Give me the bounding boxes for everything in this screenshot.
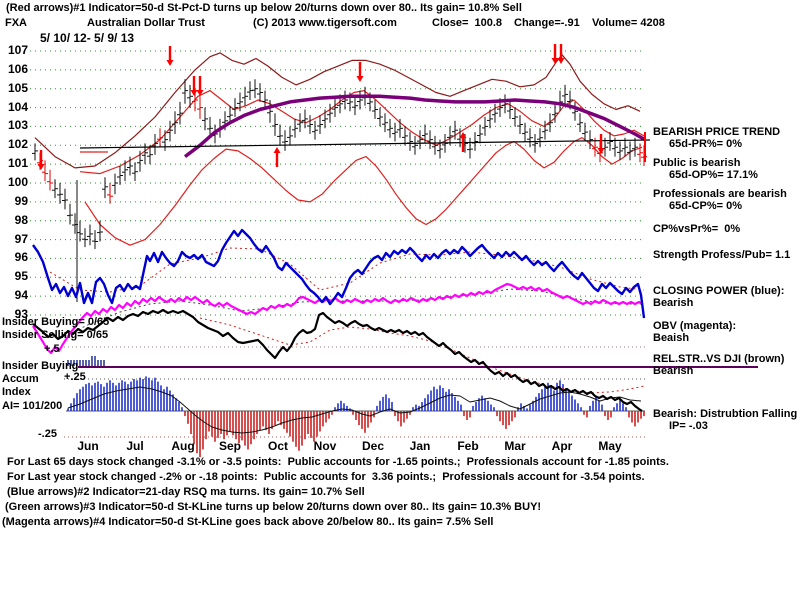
month-label: Apr: [551, 439, 573, 453]
month-label: May: [598, 439, 622, 453]
right-panel-line: OBV (magenta):: [653, 320, 737, 332]
right-panel-line: 65d-PR%= 0%: [669, 138, 743, 150]
month-label: Sep: [218, 439, 242, 453]
right-panel-line: Bearish: [653, 365, 694, 377]
right-panel-line: Bearish: Distrubtion Falling: [653, 408, 798, 420]
month-label: Dec: [361, 439, 385, 453]
month-label: Jan: [409, 439, 431, 453]
price-axis-label: 100: [7, 175, 28, 189]
close-value: Close= 100.8: [432, 17, 503, 29]
change-value: Change=-.91: [514, 17, 580, 29]
footer-line: For Last 65 days stock changed -3.1% or …: [7, 456, 669, 468]
price-axis-label: 93: [14, 307, 28, 321]
right-panel-line: 65d-OP%= 17.1%: [669, 169, 758, 181]
security-name: Australian Dollar Trust: [87, 17, 205, 29]
month-label: Aug: [171, 439, 195, 453]
price-axis-label: 98: [14, 213, 28, 227]
price-axis-label: 94: [14, 288, 28, 302]
index-label: Index: [2, 386, 31, 398]
footer-line: (Blue arrows)#2 Indicator=21-day RSQ ma …: [7, 486, 365, 498]
price-axis-label: 99: [14, 194, 28, 208]
right-panel-line: 65d-CP%= 0%: [669, 200, 743, 212]
price-axis-label: 105: [7, 81, 28, 95]
volume-value: Volume= 4208: [592, 17, 665, 29]
right-panel-line: REL.STR..VS DJI (brown): [653, 353, 785, 365]
price-axis-label: 97: [14, 232, 28, 246]
accum-label: Accum: [2, 373, 39, 385]
month-label: Nov: [313, 439, 337, 453]
month-label: Feb: [457, 439, 479, 453]
insider-buying-label: Insider Buying: [2, 360, 79, 372]
price-axis-label: 107: [7, 43, 28, 57]
right-panel-line: Public is bearish: [653, 157, 741, 169]
minus-quarter-label: -.25: [38, 428, 57, 440]
price-axis-label: 106: [7, 62, 28, 76]
right-panel-line: Beaish: [653, 332, 690, 344]
right-panel-line: Strength Profess/Pub= 1.1: [653, 249, 791, 261]
month-label: Jun: [77, 439, 99, 453]
footer-line: (Green arrows)#3 Indicator=50-d St-KLine…: [5, 501, 542, 513]
ai-value-label: AI= 101/200: [2, 400, 63, 412]
date-range: 5/ 10/ 12- 5/ 9/ 13: [40, 31, 135, 45]
price-axis-label: 95: [14, 269, 28, 283]
insider-selling-count-label: Insider Selling= 0/65: [2, 329, 109, 341]
price-axis-label: 104: [7, 100, 28, 114]
price-axis-label: 103: [7, 118, 28, 132]
right-panel-line: BEARISH PRICE TREND: [653, 126, 781, 138]
right-panel-line: CLOSING POWER (blue):: [653, 285, 785, 297]
plus-half-label: +.5: [44, 343, 60, 355]
price-axis-label: 96: [14, 250, 28, 264]
right-panel-line: Professionals are bearish: [653, 188, 787, 200]
month-label: Oct: [267, 439, 289, 453]
price-axis-label: 102: [7, 137, 28, 151]
right-panel-line: Bearish: [653, 297, 694, 309]
copyright: (C) 2013 www.tigersoft.com: [253, 17, 397, 29]
right-panel-line: CP%vsPr%= 0%: [653, 223, 741, 235]
indicator1-legend: (Red arrows)#1 Indicator=50-d St-Pct-D t…: [6, 2, 522, 14]
insider-buying-count-label: Insider Buying= 0/65: [2, 316, 110, 328]
price-axis-label: 101: [7, 156, 28, 170]
plus-quarter-label: +.25: [64, 371, 86, 383]
right-panel-line: IP= -.03: [669, 420, 708, 432]
ticker-symbol: FXA: [5, 17, 27, 29]
footer-line: For Last year stock changed -.2% or -.18…: [7, 471, 645, 483]
footer-line: (Magenta arrows)#4 Indicator=50-d St-KLi…: [2, 516, 494, 528]
month-label: Mar: [504, 439, 526, 453]
month-label: Jul: [126, 439, 144, 453]
